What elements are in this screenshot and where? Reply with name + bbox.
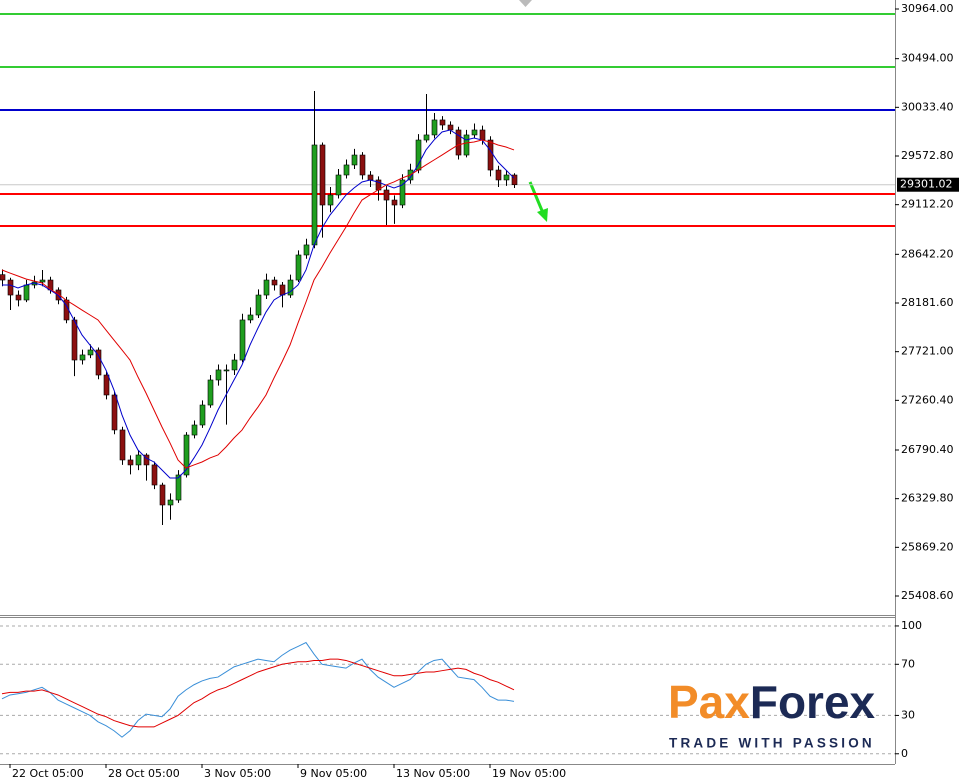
candle-body [335, 174, 342, 196]
y-tick-label: 27260.40 [901, 393, 954, 406]
forecast-arrow [528, 181, 548, 222]
current-price-tag [897, 177, 959, 192]
candle-body [359, 154, 366, 176]
candle-body [199, 404, 206, 426]
candle-body [103, 374, 110, 396]
y-tick-label: 70 [901, 657, 915, 670]
logo-brand: PaxForex [668, 676, 876, 728]
candle-body [191, 424, 198, 436]
candle-body [255, 294, 262, 316]
candle-body [463, 134, 470, 156]
y-tick-label: 29572.80 [901, 149, 954, 162]
candle-body [311, 144, 318, 246]
candle-body [399, 179, 406, 206]
y-tick-label: 100 [901, 619, 922, 632]
candle-body [183, 434, 190, 476]
moving-average [1, 139, 515, 469]
candle-body [159, 484, 166, 506]
candle-body [303, 244, 310, 256]
x-tick-label: 28 Oct 05:00 [108, 767, 180, 780]
candle-body [127, 459, 134, 466]
y-tick-label: 27721.00 [901, 345, 954, 358]
candle-body [223, 369, 230, 372]
candle-body [343, 164, 350, 176]
indicator-line [1, 641, 515, 738]
candle-body [383, 189, 390, 201]
candle-body [0, 274, 6, 281]
candle-body [23, 284, 30, 301]
y-tick-label: 25408.60 [901, 589, 954, 602]
candle-body [423, 134, 430, 141]
logo-tagline: TRADE WITH PASSION [669, 736, 875, 751]
x-tick-label: 13 Nov 05:00 [396, 767, 470, 780]
logo: PaxForex TRADE WITH PASSION [668, 676, 876, 750]
candle-body [95, 349, 102, 376]
candle-body [39, 279, 46, 283]
y-tick-label: 30494.00 [901, 52, 954, 65]
y-tick-label: 29112.20 [901, 198, 954, 211]
candle-body [295, 254, 302, 281]
candle-body [151, 464, 158, 486]
y-tick-label: 28642.20 [901, 247, 954, 260]
candle-body [175, 474, 182, 501]
candle-body [71, 319, 78, 361]
y-tick-label: 30033.40 [901, 100, 954, 113]
indicator-line [1, 658, 515, 728]
candle-body [431, 119, 438, 136]
candle-body [503, 174, 510, 181]
candle-body [367, 174, 374, 181]
candle-body [167, 499, 174, 506]
moving-average [2, 129, 515, 479]
y-tick-label: 30 [901, 708, 915, 721]
candle-body [351, 154, 358, 166]
candle-body [7, 279, 14, 296]
x-tick-label: 22 Oct 05:00 [12, 767, 84, 780]
candle-body [479, 129, 486, 141]
candle-body [79, 354, 86, 361]
x-tick-label: 3 Nov 05:00 [204, 767, 271, 780]
candle-body [231, 359, 238, 371]
candle-body [495, 169, 502, 181]
logo-brand-part: Pax [668, 676, 750, 728]
candle-body [287, 279, 294, 296]
candle-body [119, 429, 126, 461]
y-tick-label: 28181.60 [901, 296, 954, 309]
y-tick-label: 26790.40 [901, 443, 954, 456]
candle-body [455, 129, 462, 156]
candle-body [239, 319, 246, 361]
candle-body [471, 129, 478, 136]
candle-body [247, 314, 254, 321]
candle-body [487, 139, 494, 171]
y-tick-label: 30964.00 [901, 2, 954, 15]
candle-body [15, 294, 22, 301]
candle-body [327, 194, 334, 206]
candle-body [447, 124, 454, 131]
candle-body [271, 279, 278, 286]
candle-body [207, 379, 214, 406]
candle-body [415, 139, 422, 171]
x-tick-label: 19 Nov 05:00 [492, 767, 566, 780]
candle-body [511, 174, 518, 186]
candle-body [111, 394, 118, 431]
candle-body [135, 454, 142, 466]
y-tick-label: 26329.80 [901, 492, 954, 505]
shift-marker [519, 0, 532, 7]
current-price-label: 29301.02 [900, 178, 953, 191]
y-tick-label: 25869.20 [901, 540, 954, 553]
candle-body [263, 279, 270, 296]
candle-body [279, 284, 286, 296]
logo-brand-part: Forex [750, 676, 876, 728]
candle-body [87, 349, 94, 356]
x-tick-label: 9 Nov 05:00 [300, 767, 367, 780]
candle-body [319, 144, 326, 206]
candle-body [215, 369, 222, 381]
candle-body [439, 119, 446, 126]
y-tick-label: 0 [901, 747, 908, 760]
candle-body [391, 199, 398, 206]
